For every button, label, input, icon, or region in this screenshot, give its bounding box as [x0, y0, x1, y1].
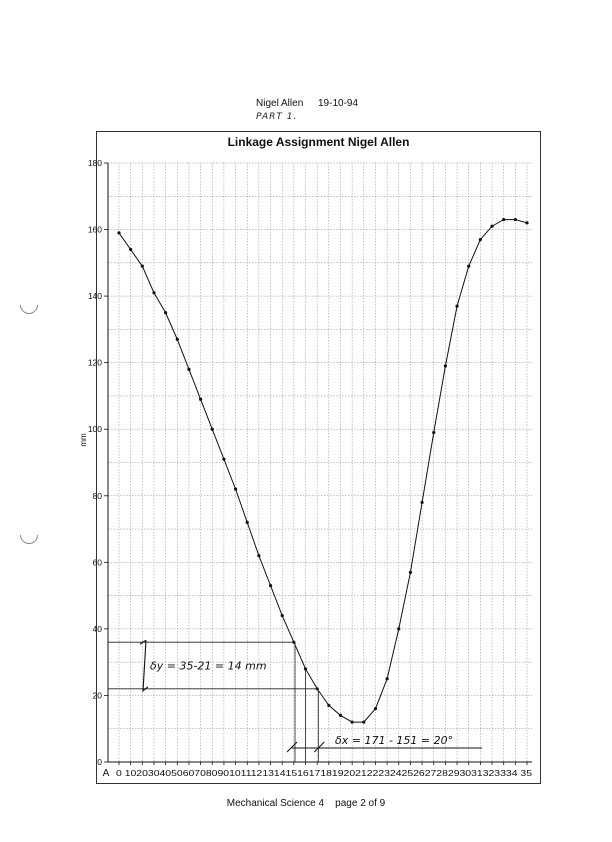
data-point: [199, 397, 203, 401]
data-point: [455, 304, 459, 308]
data-point: [420, 500, 424, 505]
data-point: [432, 430, 436, 435]
x-axis-origin-label: A: [103, 768, 110, 779]
data-point: [129, 247, 133, 252]
y-tick-label: 100: [88, 424, 102, 434]
data-point: [373, 707, 378, 711]
chart-grid: [108, 162, 532, 763]
y-axis-label: mm: [79, 433, 88, 447]
data-point: [385, 677, 389, 681]
data-point: [467, 264, 471, 268]
dx-tick-left: [286, 741, 298, 753]
data-point: [268, 584, 273, 588]
y-tick-label: 140: [88, 291, 102, 301]
chart-annotations: δy = 35-21 = 14 mm δx = 171 - 151 = 20°: [108, 639, 482, 762]
y-tick-label: 20: [93, 690, 103, 700]
data-point: [117, 231, 121, 235]
data-point: [280, 613, 284, 618]
chart-title: Linkage Assignment Nigel Allen: [227, 135, 410, 149]
data-point: [502, 217, 506, 222]
handwritten-note: PART 1.: [256, 112, 298, 122]
y-tick-label: 160: [88, 225, 102, 235]
chart-frame: [96, 131, 541, 784]
data-point: [478, 237, 482, 242]
y-tick-label: 120: [88, 358, 102, 368]
y-tick-label: 60: [93, 557, 103, 567]
data-point: [362, 720, 366, 724]
data-point: [257, 554, 261, 558]
data-point: [443, 364, 447, 368]
data-point: [408, 570, 413, 574]
dy-bracket: [139, 639, 149, 692]
y-axis-ticks: 0 20 40 60 80 100 120 140 160 180 mm: [79, 158, 108, 767]
y-tick-label: 180: [88, 158, 102, 168]
author-name: Nigel Allen: [256, 98, 304, 109]
data-point: [327, 703, 331, 708]
page-footer: Mechanical Science 4 page 2 of 9: [226, 798, 386, 809]
data-point: [222, 457, 226, 461]
x-tick-labels: 0 10203040506070809010111213141516171819…: [116, 769, 533, 778]
data-point: [140, 264, 144, 268]
chart-axes: [107, 163, 532, 763]
data-point: [187, 367, 191, 371]
data-point: [233, 487, 238, 491]
data-point: [525, 221, 529, 225]
data-point: [513, 217, 517, 222]
data-point: [245, 520, 249, 525]
data-point: [397, 627, 401, 631]
data-point: [490, 224, 494, 228]
dy-annotation: δy = 35-21 = 14 mm: [150, 659, 267, 672]
data-point: [175, 337, 179, 341]
data-point: [164, 311, 168, 315]
data-point: [350, 720, 354, 724]
data-point: [338, 713, 343, 718]
y-tick-label: 0: [97, 757, 102, 767]
series-line: [118, 219, 528, 723]
dx-tick-right: [313, 741, 325, 753]
chart-series: [117, 217, 529, 724]
data-point: [152, 291, 156, 295]
data-point: [210, 427, 214, 431]
y-tick-label: 40: [93, 624, 103, 634]
x-axis-ticks: A 0 1020304050607080901011121314151617181…: [103, 762, 533, 779]
date: 19-10-94: [318, 98, 359, 109]
y-tick-label: 80: [93, 491, 103, 501]
dx-annotation: δx = 171 - 151 = 20°: [335, 734, 453, 747]
